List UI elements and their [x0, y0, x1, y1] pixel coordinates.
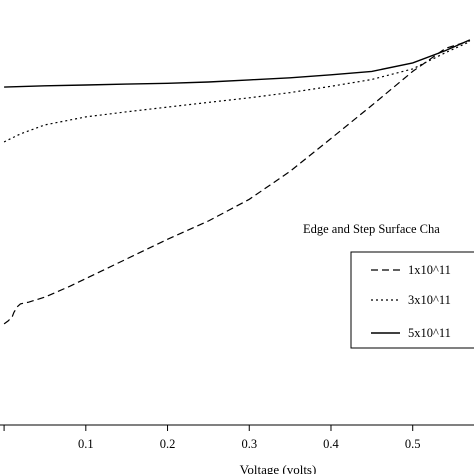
x-tick-label: 0.4: [323, 437, 339, 451]
series-group: [3, 39, 471, 325]
x-tick-label: 0.1: [78, 437, 94, 451]
x-tick-label: 0.2: [160, 437, 176, 451]
x-axis-label: Voltage (volts): [240, 462, 317, 474]
x-tick-label: 0.5: [405, 437, 421, 451]
legend-label: 5x10^11: [408, 326, 451, 340]
x-axis-ticks: 0.10.20.30.40.50.6: [3, 425, 421, 451]
legend-label: 1x10^11: [408, 263, 451, 277]
legend-title: Edge and Step Surface Cha: [303, 222, 440, 236]
x-tick-label: 0.3: [241, 437, 257, 451]
series-line-1: [3, 40, 471, 325]
series-line-3: [4, 39, 471, 88]
legend-label: 3x10^11: [408, 293, 451, 307]
legend: 1x10^11 3x10^11 5x10^11: [371, 263, 451, 340]
series-line-2: [3, 41, 471, 143]
